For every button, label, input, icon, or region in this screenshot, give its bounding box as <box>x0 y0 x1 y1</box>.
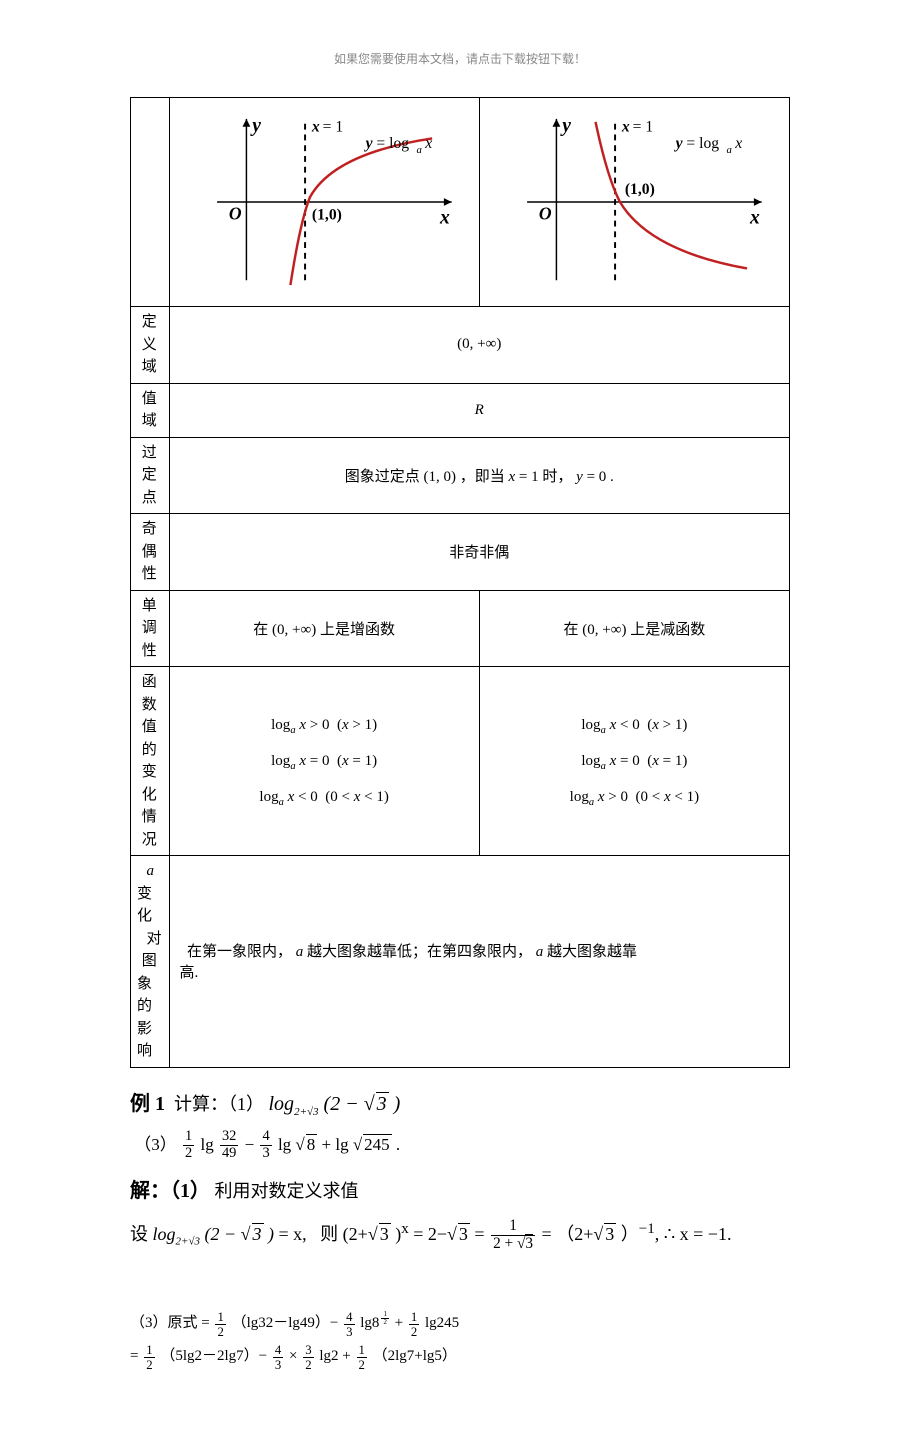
values-right: loga x < 0 (x > 1) loga x = 0 (x = 1) lo… <box>479 667 789 856</box>
svg-text:x: x <box>310 119 319 136</box>
svg-text:= 1: = 1 <box>322 119 343 136</box>
header-note: 如果您需要使用本文档，请点击下载按钮下载！ <box>130 50 790 67</box>
example-q3: （3） 12 lg 3249 − 43 lg √8 + lg √245 . <box>130 1126 790 1163</box>
parity-value: 非奇非偶 <box>169 514 790 591</box>
graph-cell-right: y x O x = 1 y = log a x (1,0) <box>479 98 789 307</box>
svg-text:a: a <box>726 144 731 156</box>
parity-label: 奇偶性 <box>131 514 170 591</box>
a-effect-label: a 变化 对 图象 的影响 <box>131 856 170 1068</box>
mono-right: 在 (0, +∞) 上是减函数 <box>479 590 789 667</box>
range-label: 值域 <box>131 383 170 437</box>
svg-text:x: x <box>734 135 742 152</box>
svg-text:= 1: = 1 <box>632 119 653 136</box>
mono-label: 单调性 <box>131 590 170 667</box>
svg-text:(1,0): (1,0) <box>625 181 655 198</box>
svg-text:O: O <box>228 204 241 224</box>
example-section: 例 1 计算：（1） log2+√3 (2 − √3 ) （3） 12 lg 3… <box>130 1082 790 1374</box>
log-graph-decreasing: y x O x = 1 y = log a x (1,0) <box>488 102 781 302</box>
svg-text:a: a <box>416 144 421 156</box>
svg-text:y: y <box>250 116 261 137</box>
svg-text:x: x <box>424 135 432 152</box>
svg-text:= log: = log <box>686 135 719 152</box>
svg-text:(1,0): (1,0) <box>311 207 341 224</box>
domain-label: 定义域 <box>131 307 170 384</box>
domain-value: (0, +∞) <box>169 307 790 384</box>
svg-text:y: y <box>673 135 682 152</box>
example-sol1-line: 设 log2+√3 (2 − √3 ) = x, 则 (2+√3 )x = 2−… <box>130 1213 790 1255</box>
a-effect-value: 在第一象限内， a 越大图象越靠低；在第四象限内， a 越大图象越靠高. <box>169 856 790 1068</box>
mono-left: 在 (0, +∞) 上是增函数 <box>169 590 479 667</box>
svg-text:= log: = log <box>376 135 409 152</box>
svg-text:x: x <box>621 119 630 136</box>
example-sol3-line2: = 12 （5lg2－2lg7）− 43 × 32 lg2 + 12 （2lg7… <box>130 1340 790 1373</box>
svg-text:x: x <box>438 208 449 229</box>
properties-table: y x O x = 1 y = log a x (1,0) y x <box>130 97 790 1068</box>
graph-cell-left: y x O x = 1 y = log a x (1,0) <box>169 98 479 307</box>
example-sol1-header: 解：（1） 利用对数定义求值 <box>130 1169 790 1213</box>
example-title: 例 1 <box>130 1093 165 1115</box>
svg-text:O: O <box>539 204 552 224</box>
values-label: 函数值的变化情况 <box>131 667 170 856</box>
svg-text:y: y <box>363 135 372 152</box>
graph-rowlabel <box>131 98 170 307</box>
example-q1: 例 1 计算：（1） log2+√3 (2 − √3 ) <box>130 1082 790 1126</box>
svg-text:x: x <box>749 208 760 229</box>
log-graph-increasing: y x O x = 1 y = log a x (1,0) <box>178 102 471 302</box>
values-left: loga x > 0 (x > 1) loga x = 0 (x = 1) lo… <box>169 667 479 856</box>
svg-text:y: y <box>560 116 571 137</box>
range-value: R <box>169 383 790 437</box>
example-sol3-line1: （3）原式 = 12 （lg32－lg49）− 43 lg812 + 12 lg… <box>130 1304 790 1340</box>
fixedpoint-value: 图象过定点 (1, 0) ，即当 x = 1 时， y = 0 . <box>169 437 790 514</box>
fixedpoint-label: 过定点 <box>131 437 170 514</box>
